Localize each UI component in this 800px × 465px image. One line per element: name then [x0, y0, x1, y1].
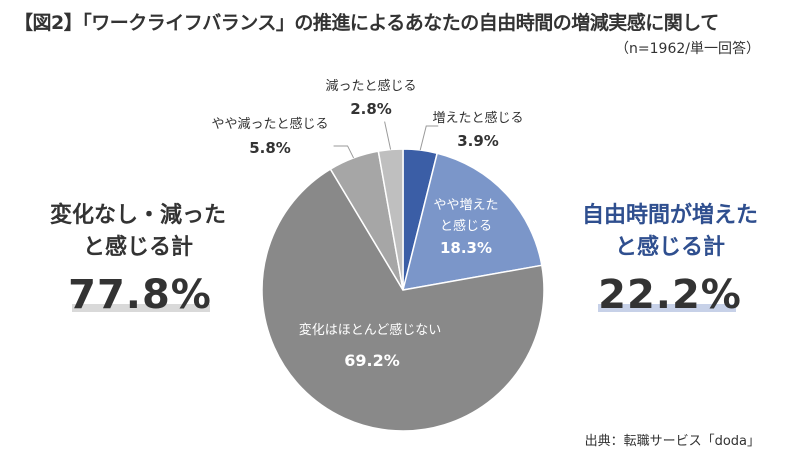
right-summary-line2: と感じる計 [614, 234, 725, 260]
right-summary-line1: 自由時間が増えた [581, 203, 758, 228]
slice-label-somewhat-increased-line2: と感じる [440, 218, 492, 234]
slice-label-increased: 増えたと感じる [432, 110, 523, 126]
right-summary-value: 22.2% [598, 272, 742, 318]
slice-value-no-change: 69.2% [344, 351, 400, 370]
left-value-highlight [72, 304, 210, 312]
slice-label-decreased: 減ったと感じる [325, 78, 416, 94]
pie-slice-no-change [261, 168, 545, 432]
source-credit: 出典：転職サービス「doda」 [584, 434, 760, 449]
right-value-highlight [598, 304, 736, 312]
slice-label-no-change: 変化はほとんど感じない [299, 322, 442, 338]
left-summary-heading: 変化なし・減った と感じる計 [38, 200, 238, 264]
right-summary-heading: 自由時間が増えた と感じる計 [565, 200, 775, 264]
slice-value-increased: 3.9% [457, 132, 499, 150]
leader-line-somewhat-decreased [333, 145, 355, 159]
left-summary-line2: と感じる計 [82, 234, 193, 260]
leader-line-increased [419, 125, 439, 151]
slice-label-somewhat-increased-line1: やや増えた [433, 198, 498, 213]
slice-value-decreased: 2.8% [350, 100, 392, 118]
chart-title: 【図2】「ワークライフバランス」の推進によるあなたの自由時間の増減実感に関して [14, 12, 719, 34]
leader-line-decreased [384, 121, 392, 150]
left-summary-line1: 変化なし・減った [49, 203, 226, 228]
sample-size-note: （n=1962/単一回答） [615, 41, 760, 57]
left-summary-value: 77.8% [68, 272, 212, 318]
pie-slice-somewhat-increased [401, 152, 543, 291]
slice-value-somewhat-increased: 18.3% [440, 239, 492, 257]
slice-value-somewhat-decreased: 5.8% [249, 139, 291, 157]
slice-label-somewhat-decreased: やや減ったと感じる [211, 116, 328, 132]
